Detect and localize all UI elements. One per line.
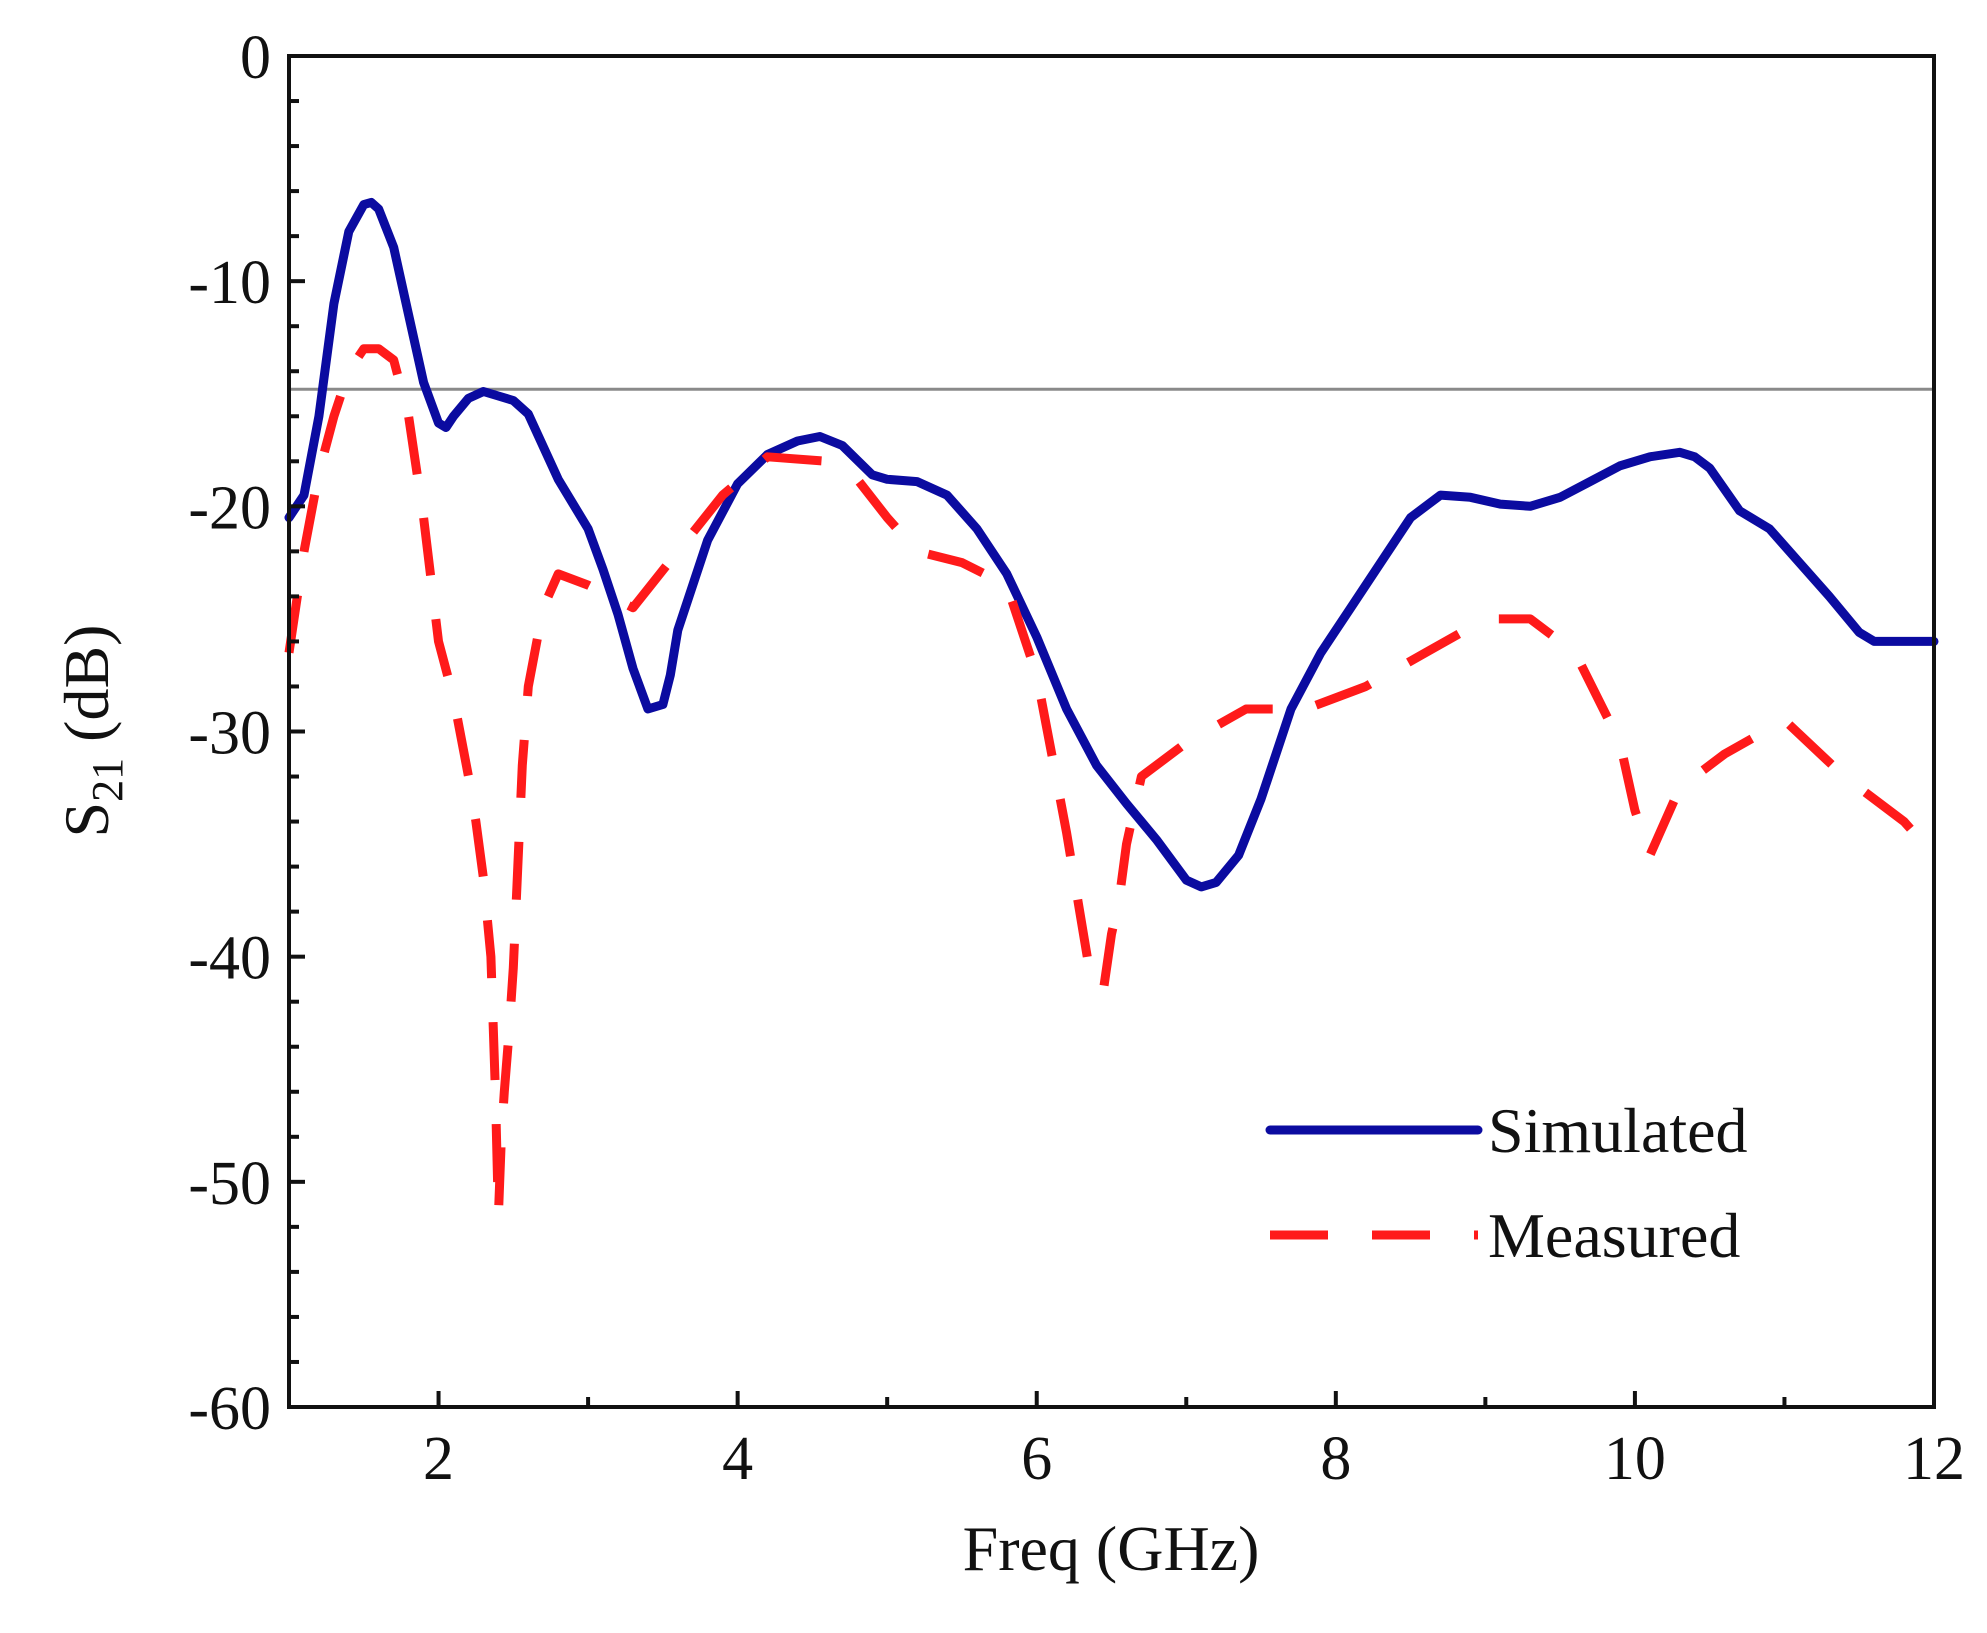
y-tick-label: -10 [188,249,271,317]
x-axis-title: Freq (GHz) [963,1513,1260,1584]
y-tick-label: -20 [188,474,271,542]
x-tick-label: 2 [423,1425,454,1493]
y-tick-label: -40 [188,925,271,993]
legend-label-simulated: Simulated [1488,1095,1748,1166]
y-tick-label: -50 [188,1150,271,1218]
y-axis-title-main: S [51,802,122,838]
x-tick-label: 12 [1903,1425,1965,1493]
x-tick-label: 8 [1320,1425,1351,1493]
x-tick-label: 6 [1021,1425,1052,1493]
series-layer [284,197,1939,1221]
tick-layer [287,54,1936,1409]
y-tick-label: -30 [188,700,271,768]
y-axis-title-subscript: 21 [83,758,132,802]
legend: Simulated Measured [1265,1095,1748,1271]
tick-label-layer: 2 4 6 8 10 12 0 -10 -20 -30 -40 -50 -60 [188,24,1965,1493]
y-axis-title-unit: (dB) [51,625,122,758]
legend-label-measured: Measured [1488,1200,1740,1271]
x-tick-label: 10 [1604,1425,1666,1493]
y-tick-label: 0 [240,24,271,92]
y-axis-title: S21 (dB) [51,625,132,838]
series-line-simulated [284,197,1939,892]
y-tick-label: -60 [188,1375,271,1443]
x-tick-label: 4 [722,1425,753,1493]
